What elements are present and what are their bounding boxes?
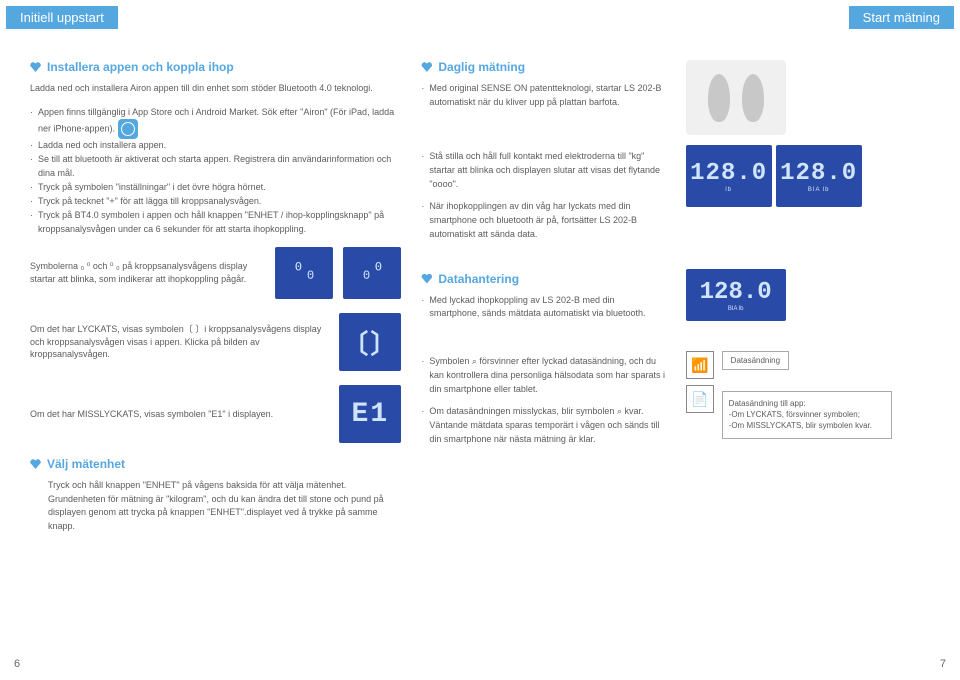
reading-a: 128.0 lb — [686, 145, 772, 207]
data-b1-0: Med lyckad ihopkoppling av LS 202-B med … — [429, 294, 665, 322]
data-bullets-1: ·Med lyckad ihopkoppling av LS 202-B med… — [421, 294, 665, 322]
data-b2-0: Symbolen ⌕ försvinner efter lyckad datas… — [429, 355, 665, 397]
bullet-0: Appen finns tillgänglig i App Store och … — [38, 106, 401, 140]
blink-text: Symbolerna ₀ ⁰ och ⁰ ₀ på kroppsanalysvå… — [30, 260, 263, 285]
unit-title: Välj mätenhet — [30, 457, 401, 471]
data-bullets-2: ·Symbolen ⌕ försvinner efter lyckad data… — [421, 355, 665, 447]
heart-icon — [421, 274, 432, 284]
daily-bullets-2: ·Stå stilla och håll full kontakt med el… — [421, 150, 665, 242]
reading-single: 128.0 BIA lb — [686, 269, 786, 321]
bullet-2: Se till att bluetooth är aktiverat och s… — [38, 153, 401, 181]
display-fail: E1 — [339, 385, 401, 443]
install-intro: Ladda ned och installera Airon appen til… — [30, 82, 401, 96]
foot-left-icon — [708, 74, 730, 122]
column-left: Installera appen och koppla ihop Ladda n… — [30, 60, 401, 650]
datasend-label: Datasändning — [722, 351, 789, 370]
daily-bullets-1: ·Med original SENSE ON patentteknologi, … — [421, 82, 665, 110]
daily-title: Daglig mätning — [421, 60, 665, 74]
unit-title-text: Välj mätenhet — [47, 457, 125, 471]
bullet-3: Tryck på symbolen "inställningar" i det … — [38, 181, 266, 195]
dual-reading: 128.0 lb 128.0 BIA lb — [686, 145, 930, 207]
heart-icon — [421, 62, 432, 72]
datasend-body: Datasändning till app: -Om LYCKATS, förs… — [722, 391, 892, 439]
display-blink-a: ⁰₀ — [275, 247, 333, 299]
install-title-text: Installera appen och koppla ihop — [47, 60, 234, 74]
column-mid: Daglig mätning ·Med original SENSE ON pa… — [421, 60, 665, 650]
wireless-icon: 📶 — [686, 351, 714, 379]
data-title-text: Datahantering — [438, 272, 519, 286]
fail-text: Om det har MISSLYCKATS, visas symbolen "… — [30, 408, 327, 421]
bullet-4: Tryck på tecknet "+" för att lägga till … — [38, 195, 261, 209]
datasend-header-row: 📶 Datasändning — [686, 351, 930, 379]
document-icon: 📄 — [686, 385, 714, 413]
install-bullets: ·Appen finns tillgänglig i App Store och… — [30, 106, 401, 238]
column-right: 128.0 lb 128.0 BIA lb 128.0 BIA lb 📶 Dat… — [686, 60, 930, 650]
unit-body: Tryck och håll knappen "ENHET" på vågens… — [48, 479, 401, 533]
daily-b1-0: Med original SENSE ON patentteknologi, s… — [429, 82, 665, 110]
bullet-1: Ladda ned och installera appen. — [38, 139, 166, 153]
data-title: Datahantering — [421, 272, 665, 286]
daily-b2-1: När ihopkopplingen av din våg har lyckat… — [429, 200, 665, 242]
page-number-left: 6 — [14, 658, 20, 670]
header-left: Initiell uppstart — [6, 6, 118, 29]
daily-title-text: Daglig mätning — [438, 60, 525, 74]
fail-row: Om det har MISSLYCKATS, visas symbolen "… — [30, 385, 401, 443]
reading-b: 128.0 BIA lb — [776, 145, 862, 207]
install-title: Installera appen och koppla ihop — [30, 60, 401, 74]
heart-icon — [30, 459, 41, 469]
blink-row: Symbolerna ₀ ⁰ och ⁰ ₀ på kroppsanalysvå… — [30, 247, 401, 299]
data-b2-1: Om datasändningen misslyckas, blir symbo… — [429, 405, 665, 447]
foot-right-icon — [742, 74, 764, 122]
airon-app-icon — [118, 119, 138, 139]
success-row: Om det har LYCKATS, visas symbolen〔 〕i k… — [30, 313, 401, 371]
datasend-body-row: 📄 Datasändning till app: -Om LYCKATS, fö… — [686, 385, 930, 439]
daily-b2-0: Stå stilla och håll full kontakt med ele… — [429, 150, 665, 192]
heart-icon — [30, 62, 41, 72]
success-text: Om det har LYCKATS, visas symbolen〔 〕i k… — [30, 323, 327, 361]
display-blink-b: ₀⁰ — [343, 247, 401, 299]
header-right: Start mätning — [849, 6, 954, 29]
footprints-illustration — [686, 60, 786, 135]
page-number-right: 7 — [940, 658, 946, 670]
content-area: Installera appen och koppla ihop Ladda n… — [30, 60, 930, 650]
display-success: 〔〕 — [339, 313, 401, 371]
bullet-5: Tryck på BT4.0 symbolen i appen och håll… — [38, 209, 401, 237]
